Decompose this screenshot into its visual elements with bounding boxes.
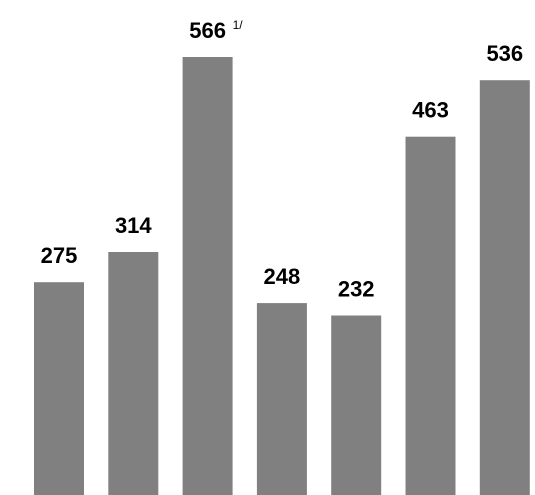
bar-value-label: 275 xyxy=(41,243,78,268)
bar xyxy=(182,57,233,495)
bar-value-label: 232 xyxy=(338,277,375,302)
bar-value-label: 566 xyxy=(189,18,226,43)
bar xyxy=(405,136,456,495)
bar-value-label: 314 xyxy=(115,213,152,238)
footnote-marker: 1/ xyxy=(233,18,244,32)
bar xyxy=(256,303,307,495)
data-labels: 275 314 566 248 232 463 536 1/ xyxy=(41,18,524,302)
bar xyxy=(479,80,530,495)
bar-value-label: 463 xyxy=(412,98,449,123)
bar xyxy=(34,282,84,495)
bar-value-label: 536 xyxy=(486,41,523,66)
bar-value-label: 248 xyxy=(264,264,301,289)
bar xyxy=(331,315,382,495)
bar xyxy=(108,252,159,495)
bars xyxy=(34,57,530,495)
